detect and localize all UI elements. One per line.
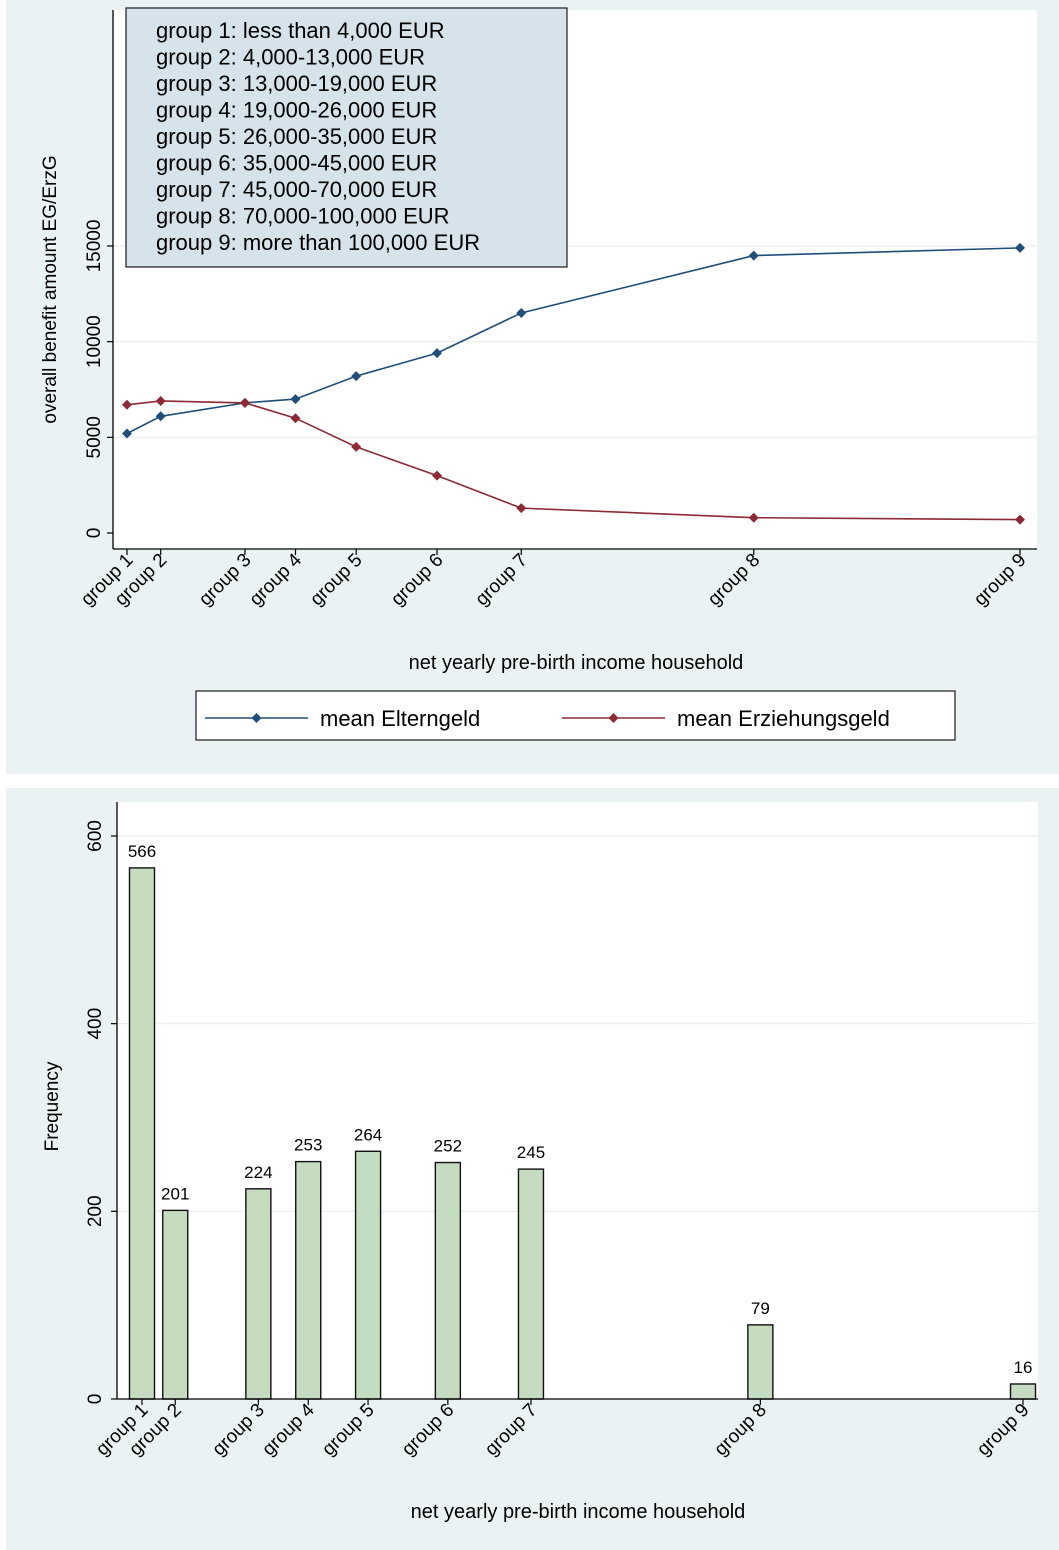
x-tick-label: group 4 — [246, 549, 307, 610]
data-label: 252 — [434, 1137, 462, 1156]
y-tick-label: 400 — [85, 1008, 106, 1040]
y-axis-label: overall benefit amount EG/ErzG — [40, 155, 61, 423]
y-tick-label: 0 — [85, 1394, 106, 1405]
data-label: 79 — [751, 1299, 770, 1318]
line-chart-panel: 0 5000 10000 15000 group 1 group 2 group 3 grou… — [6, 0, 1059, 774]
data-point — [290, 394, 301, 405]
bar — [517, 1168, 545, 1400]
data-label: 253 — [294, 1136, 322, 1155]
x-tick-label: group 7 — [471, 550, 531, 610]
y-tick-label: 600 — [85, 820, 106, 852]
legend-label: mean Erziehungsgeld — [677, 706, 890, 731]
note-line: group 7: 45,000-70,000 EUR — [156, 177, 437, 202]
data-point — [748, 512, 759, 523]
note-line: group 4: 19,000-26,000 EUR — [156, 98, 437, 123]
x-tick-label: group 6 — [398, 1400, 458, 1460]
x-tick-label: group 5 — [318, 1400, 378, 1460]
bar-chart-panel: 566 201 224 253 264 252 245 79 16 0 200 400 600 group… — [6, 788, 1059, 1550]
data-point — [155, 411, 166, 422]
note-line: group 8: 70,000-100,000 EUR — [156, 204, 450, 229]
x-tick-label: group 5 — [306, 550, 366, 610]
legend-box — [195, 690, 956, 741]
bar — [1009, 1383, 1037, 1400]
data-point — [516, 503, 527, 514]
legend-marker — [251, 713, 262, 723]
data-point — [1015, 514, 1025, 525]
data-point — [155, 395, 166, 406]
data-point — [516, 307, 527, 318]
data-point — [290, 413, 301, 424]
bar-chart: 566 201 224 253 264 252 245 79 16 0 200 400 600 group… — [42, 802, 1038, 1523]
note-line: group 2: 4,000-13,000 EUR — [156, 45, 425, 70]
x-tick-label: group 9 — [970, 550, 1030, 610]
x-tick-label: group 4 — [258, 1399, 319, 1460]
data-label: 566 — [128, 842, 156, 861]
x-tick-label: group 3 — [195, 550, 255, 610]
bar — [434, 1161, 462, 1400]
x-tick-label: group 9 — [973, 1400, 1033, 1460]
data-point — [1015, 242, 1025, 253]
x-tick-label: group 7 — [481, 1400, 541, 1460]
data-point — [748, 250, 759, 261]
y-tick-label: 10000 — [84, 315, 105, 368]
y-tick-label: 5000 — [84, 416, 105, 458]
data-label: 16 — [1014, 1358, 1033, 1377]
bar — [747, 1324, 774, 1400]
y-tick-label: 0 — [84, 528, 105, 539]
data-point — [122, 428, 132, 439]
bar — [245, 1188, 272, 1400]
bar — [354, 1150, 382, 1400]
y-tick-label: 15000 — [84, 220, 105, 273]
note-line: group 5: 26,000-35,000 EUR — [156, 124, 437, 149]
data-point — [432, 470, 443, 481]
x-tick-label: group 8 — [710, 1400, 770, 1460]
data-point — [351, 441, 362, 452]
data-label: 245 — [517, 1143, 545, 1162]
data-point — [351, 371, 362, 382]
data-point — [239, 397, 250, 408]
y-tick-label: 200 — [85, 1195, 106, 1227]
x-tick-label: group 3 — [208, 1400, 268, 1460]
data-label: 224 — [244, 1163, 272, 1182]
note-line: group 1: less than 4,000 EUR — [156, 18, 445, 43]
legend-label: mean Elterngeld — [320, 706, 480, 731]
bar — [128, 867, 156, 1400]
y-axis-label: Frequency — [42, 1061, 63, 1151]
data-point — [122, 399, 132, 410]
x-tick-label: group 8 — [704, 550, 764, 610]
x-tick-label: group 6 — [387, 550, 447, 610]
data-point — [432, 348, 443, 359]
bar — [295, 1160, 322, 1400]
bar — [162, 1209, 189, 1400]
data-label: 264 — [354, 1125, 382, 1144]
note-line: group 3: 13,000-19,000 EUR — [156, 71, 437, 96]
x-axis-label: net yearly pre-birth income household — [409, 652, 744, 674]
legend-marker — [608, 713, 619, 723]
note-line: group 6: 35,000-45,000 EUR — [156, 151, 437, 176]
note-box — [125, 7, 568, 268]
data-label: 201 — [161, 1184, 189, 1203]
note-line: group 9: more than 100,000 EUR — [156, 230, 480, 255]
x-axis-label: net yearly pre-birth income household — [411, 1501, 746, 1523]
